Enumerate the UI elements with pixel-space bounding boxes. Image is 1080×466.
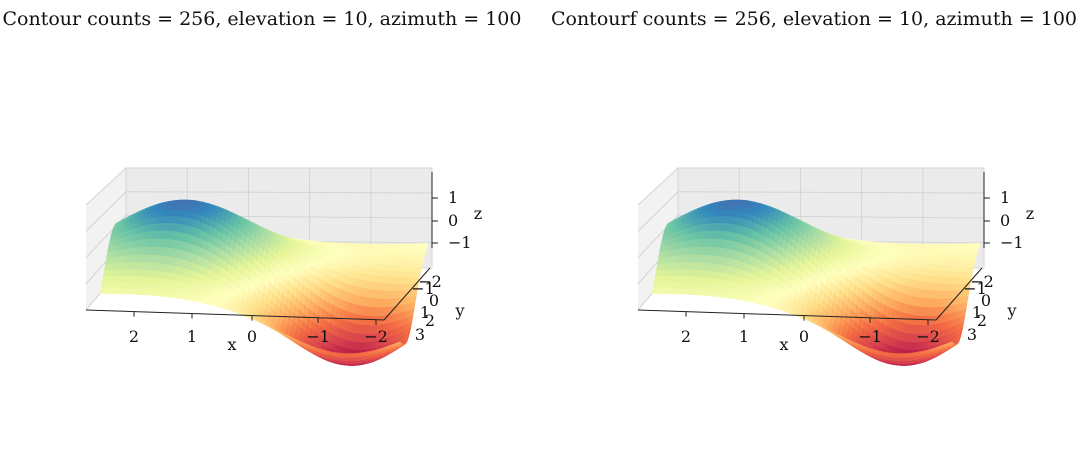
y-tick-label: 0 [981,291,991,310]
y-axis-label: y [1006,301,1016,320]
y-tick-label: 2 [977,311,987,330]
z-tick-label: 1 [1000,188,1010,207]
z-axis-label: z [1026,204,1034,223]
surface-patch [421,246,428,251]
z-tick-label: 0 [448,211,458,230]
x-tick-label: −1 [306,327,330,346]
surface-patch [417,258,425,264]
surface-patch [973,246,980,251]
surface-patch [420,250,427,255]
surface-patch [972,250,979,255]
x-tick-label: 1 [739,327,749,346]
y-tick-label: 0 [429,291,439,310]
z-axis-label: z [474,204,482,223]
x-tick-label: −2 [364,327,388,346]
contourf-panel: Contourf counts = 256, elevation = 10, a… [551,8,1077,366]
surface-patch [971,253,978,259]
x-axis-label: x [227,335,236,354]
surface-patch [416,262,423,269]
y-tick-label: 3 [967,325,977,344]
y-tick-label: 3 [415,325,425,344]
z-tick-label: 0 [1000,211,1010,230]
x-tick-label: −2 [916,327,940,346]
x-tick-label: 0 [247,327,257,346]
x-tick-label: 2 [681,327,691,346]
surface-patch [422,243,429,248]
contour-panel: Contour counts = 256, elevation = 10, az… [2,8,522,366]
surface-patch [968,262,975,269]
y-tick-label: 2 [425,311,435,330]
surface-patch [419,253,426,259]
surface-patch [974,243,981,248]
surface-patch [961,302,968,312]
x-tick-label: 0 [799,327,809,346]
y-axis-label: y [454,301,464,320]
chart-title: Contourf counts = 256, elevation = 10, a… [551,8,1077,30]
z-tick-label: −1 [448,233,472,252]
surface-patch [409,302,416,312]
chart-title: Contour counts = 256, elevation = 10, az… [2,8,521,30]
x-axis-label: x [779,335,788,354]
x-tick-label: −1 [858,327,882,346]
x-tick-label: 1 [187,327,197,346]
x-tick-label: 2 [129,327,139,346]
surface-patch [969,258,977,264]
surface-contours [99,199,429,366]
z-tick-label: 1 [448,188,458,207]
z-tick-label: −1 [1000,233,1024,252]
